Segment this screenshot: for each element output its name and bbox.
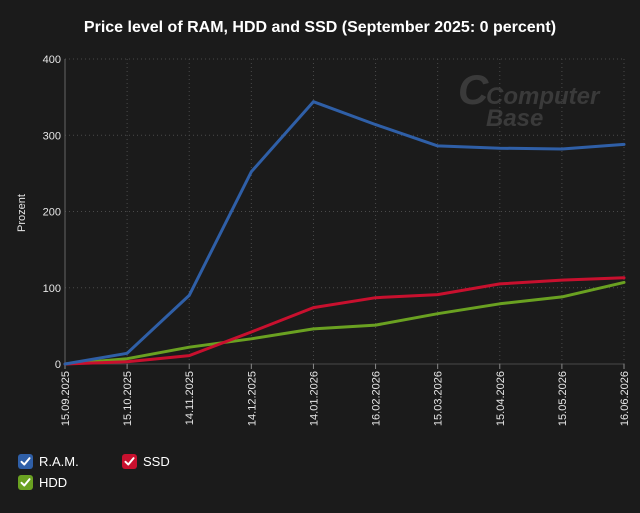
x-tick-label: 15.09.2025 <box>60 371 72 426</box>
checkbox-checked-icon[interactable] <box>122 454 137 469</box>
legend-label-hdd: HDD <box>39 475 68 490</box>
y-tick-label: 200 <box>43 207 61 219</box>
series-line-ram <box>63 100 626 366</box>
watermark-logo: C Computer Base <box>458 66 601 132</box>
checkbox-checked-icon[interactable] <box>18 454 33 469</box>
checkbox-checked-icon[interactable] <box>18 475 33 490</box>
series-line-ssd <box>63 276 626 366</box>
x-axis: 15.09.2025 15.10.2025 14.11.2025 14.12.2025… <box>60 364 631 426</box>
x-tick-label: 15.04.2026 <box>495 371 507 426</box>
legend-label-ssd: SSD <box>143 454 170 469</box>
x-tick-label: 16.02.2026 <box>371 371 383 426</box>
y-tick-label: 100 <box>43 283 61 295</box>
x-tick-label: 14.12.2025 <box>246 371 258 426</box>
x-tick-label: 16.06.2026 <box>619 371 631 426</box>
legend-label-ram: R.A.M. <box>39 454 79 469</box>
legend: R.A.M. SSD HDD <box>18 454 222 490</box>
x-tick-label: 15.05.2026 <box>557 371 569 426</box>
watermark-line2: Base <box>486 105 543 132</box>
y-tick-label: 400 <box>43 54 61 66</box>
y-tick-label: 0 <box>55 359 61 371</box>
watermark-c: C <box>458 66 489 113</box>
y-axis: 0 100 200 300 400 <box>43 54 66 371</box>
watermark-line1: Computer <box>486 83 601 110</box>
x-tick-label: 14.11.2025 <box>184 371 196 425</box>
x-tick-label: 15.03.2026 <box>433 371 445 426</box>
y-tick-label: 300 <box>43 130 61 142</box>
legend-item-hdd[interactable]: HDD <box>18 475 122 490</box>
series-line-hdd <box>63 280 626 366</box>
y-axis-label: Prozent <box>16 194 28 232</box>
series-lines <box>63 100 626 366</box>
x-tick-label: 15.10.2025 <box>122 371 134 426</box>
legend-item-ram[interactable]: R.A.M. <box>18 454 122 469</box>
chart-title: Price level of RAM, HDD and SSD (Septemb… <box>84 19 556 36</box>
legend-item-ssd[interactable]: SSD <box>122 454 222 469</box>
x-tick-label: 14.01.2026 <box>308 371 320 426</box>
